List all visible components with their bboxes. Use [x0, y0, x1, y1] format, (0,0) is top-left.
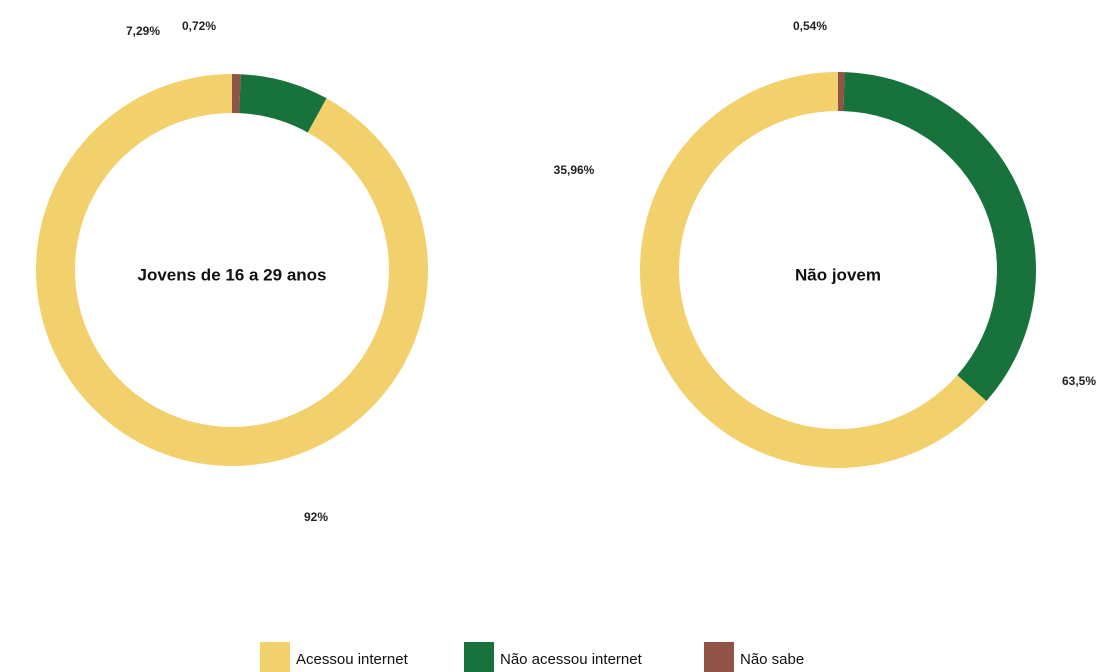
slice-nao-jovem-nao-acessou [843, 72, 1036, 401]
slice-jovens-nao-acessou [239, 74, 327, 133]
legend-label-nao-acessou: Não acessou internet [500, 651, 642, 668]
legend-swatch-nao-sabe [704, 642, 734, 672]
slice-label-nao-jovem-acessou: 63,5% [1062, 374, 1096, 388]
legend-label-acessou: Acessou internet [296, 651, 408, 668]
slice-nao-jovem-acessou [640, 72, 987, 468]
slice-nao-jovem-nao-sabe [838, 72, 845, 112]
legend-label-nao-sabe: Não sabe [740, 651, 805, 668]
donut-chart-nao-jovem: Não jovem 63,5% 35,96% 0,54% [554, 19, 1096, 468]
slice-label-jovens-acessou: 92% [304, 510, 328, 524]
slice-jovens-nao-sabe [232, 74, 241, 114]
donut-title-nao-jovem: Não jovem [795, 265, 881, 284]
chart-root: Jovens de 16 a 29 anos 92% 7,29% 0,72% Não… [36, 19, 1096, 524]
legend-swatch-acessou [260, 642, 290, 672]
legend-swatch-nao-acessou [464, 642, 494, 672]
donut-title-jovens: Jovens de 16 a 29 anos [138, 265, 327, 284]
slice-label-jovens-nao-sabe: 0,72% [182, 19, 216, 33]
legend: Acessou internet Não acessou internet Nã… [0, 642, 1107, 672]
slice-label-nao-jovem-nao-sabe: 0,54% [793, 19, 827, 33]
slice-label-nao-jovem-nao-acessou: 35,96% [554, 163, 595, 177]
slice-label-jovens-nao-acessou: 7,29% [126, 24, 160, 38]
donut-chart-jovens: Jovens de 16 a 29 anos 92% 7,29% 0,72% [36, 19, 428, 524]
